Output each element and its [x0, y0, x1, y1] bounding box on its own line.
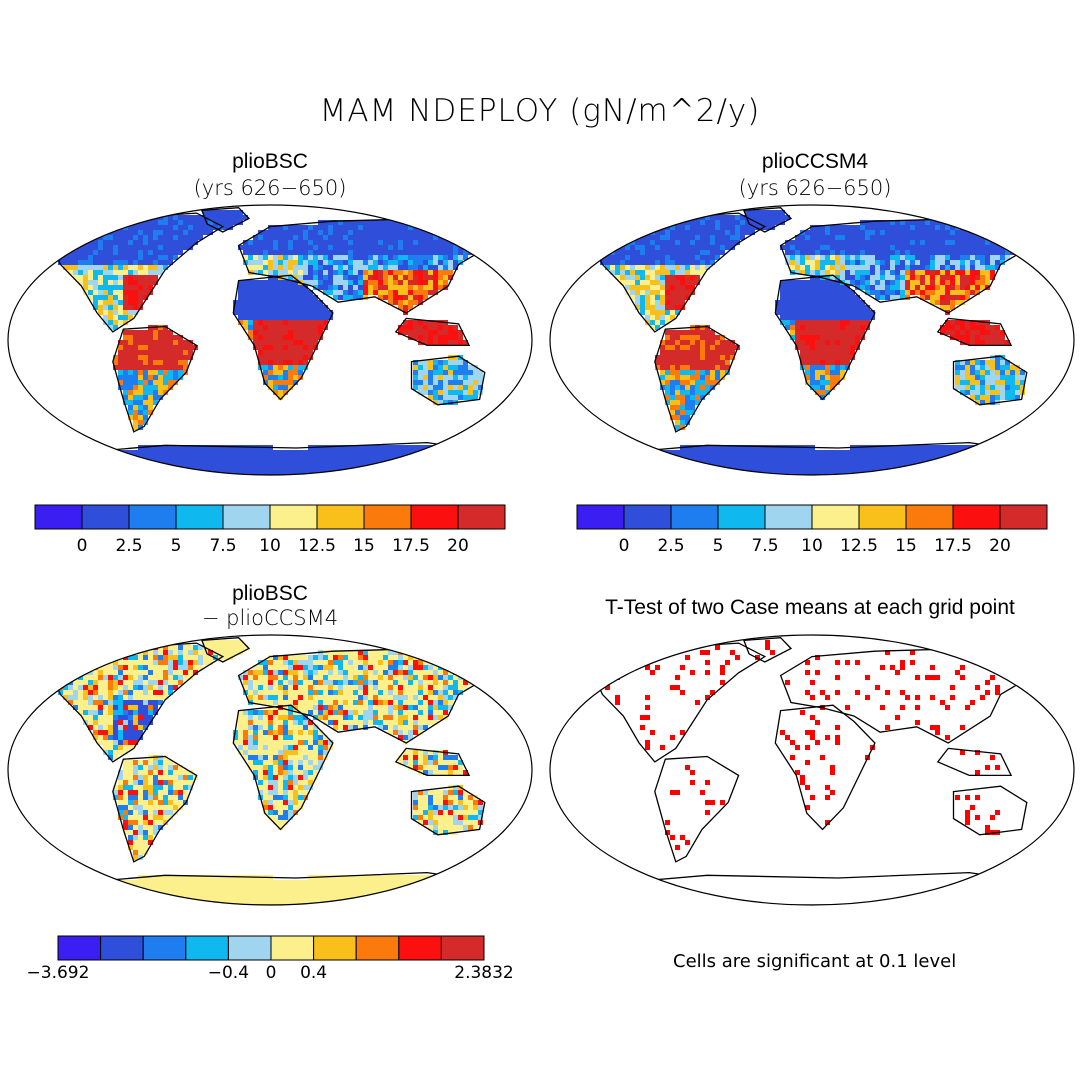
panel3-subtitle: − plioCCSM4 [201, 606, 339, 630]
colorbar-swatch [952, 504, 1001, 530]
colorbar-swatch [185, 935, 229, 961]
coastline-australia [410, 355, 486, 406]
colorbar-swatch [576, 504, 625, 530]
coastline-antarctica [581, 441, 1043, 475]
colorbar-swatch [440, 935, 485, 961]
colorbar-tick-label: 20 [447, 536, 469, 556]
colorbar-swatch [128, 504, 177, 530]
coastline-indo [936, 747, 1013, 777]
coastline-africa [774, 274, 876, 401]
coastline-samerica [654, 755, 740, 863]
colorbar-swatch [457, 504, 506, 530]
colorbar-swatch [222, 504, 271, 530]
coastline-indo [394, 747, 471, 777]
panel4-title: T-Test of two Case means at each grid po… [605, 596, 1015, 619]
map-border [549, 204, 1075, 476]
coastline-indo [394, 317, 471, 347]
colorbar-tick-label: 0.4 [300, 963, 328, 983]
coastline-greenland [742, 637, 793, 663]
colorbar-swatch [670, 504, 719, 530]
colorbar-swatch [100, 935, 144, 961]
coastline-australia [952, 355, 1028, 406]
colorbar-ticks-plioCCSM4: 0 2.5 5 7.5 10 12.5 15 17.5 20 [577, 536, 1047, 558]
coastline-greenland [742, 207, 793, 233]
colorbar-swatch [227, 935, 272, 961]
coastline-africa [774, 704, 876, 831]
colorbar-ticks-plioBSC: 0 2.5 5 7.5 10 12.5 15 17.5 20 [35, 536, 505, 558]
coastline-antarctica [581, 871, 1043, 905]
figure-title: MAM NDEPLOY (gN/m^2/y) [319, 93, 761, 129]
colorbar-swatch [717, 504, 766, 530]
coastline-samerica [654, 325, 740, 433]
map4-group [549, 634, 1075, 906]
colorbar-swatch [811, 504, 860, 530]
coastline-australia [410, 785, 486, 836]
colorbar-swatch [999, 504, 1048, 530]
coastline-antarctica [39, 441, 501, 475]
coastline-eurasia [237, 217, 497, 314]
coastline-eurasia [779, 647, 1039, 744]
coastline-namerica [49, 212, 225, 333]
coastline-africa [232, 704, 334, 831]
colorbar-swatch [410, 504, 459, 530]
colorbar-swatch [175, 504, 224, 530]
colorbar-swatch [398, 935, 442, 961]
coastline-namerica [591, 212, 767, 333]
colorbar-swatch [313, 935, 357, 961]
coastline-antarctica [39, 871, 501, 905]
coastline-namerica [49, 642, 225, 763]
colorbar-swatch [905, 504, 954, 530]
map2-group [549, 204, 1075, 476]
colorbar-tick-label: −3.692 [26, 963, 90, 983]
colorbar-tick-label: 20 [989, 536, 1011, 556]
panel3-title: plioBSC [232, 582, 308, 605]
colorbar-tick-label: 2.3832 [454, 963, 514, 983]
colorbar-difference [57, 935, 485, 961]
panel1-subtitle: (yrs 626−650) [193, 176, 347, 200]
colorbar-swatch [363, 504, 412, 530]
colorbar-swatch [57, 935, 102, 961]
colorbar-swatch [858, 504, 907, 530]
coastline-samerica [112, 755, 198, 863]
colorbar-swatch [270, 935, 315, 961]
coastline-africa [232, 274, 334, 401]
coastline-greenland [200, 637, 251, 663]
colorbar-swatch [355, 935, 400, 961]
coastline-eurasia [779, 217, 1039, 314]
colorbar-swatch [34, 504, 83, 530]
panel1-title: plioBSC [232, 150, 308, 173]
colorbar-swatch [316, 504, 365, 530]
coastline-greenland [200, 207, 251, 233]
panel2-subtitle: (yrs 626−650) [738, 176, 892, 200]
coastline-namerica [591, 642, 767, 763]
coastline-eurasia [237, 647, 497, 744]
colorbar-swatch [269, 504, 318, 530]
map-border [7, 204, 533, 476]
colorbar-swatch [142, 935, 187, 961]
panel2-title: plioCCSM4 [761, 150, 869, 173]
map3-group [7, 634, 533, 906]
colorbar-swatch [764, 504, 813, 530]
significance-note: Cells are significant at 0.1 level [673, 951, 957, 972]
map-border [549, 634, 1075, 906]
coastline-samerica [112, 325, 198, 433]
coastline-australia [952, 785, 1028, 836]
colorbar-swatch [623, 504, 672, 530]
map-border [7, 634, 533, 906]
colorbar-plioBSC [34, 504, 506, 530]
map1-group [7, 204, 533, 476]
coastline-indo [936, 317, 1013, 347]
colorbar-swatch [81, 504, 130, 530]
colorbar-plioCCSM4 [576, 504, 1048, 530]
colorbar-ticks-difference: −3.692 −0.4 0 0.4 2.3832 [27, 963, 514, 985]
